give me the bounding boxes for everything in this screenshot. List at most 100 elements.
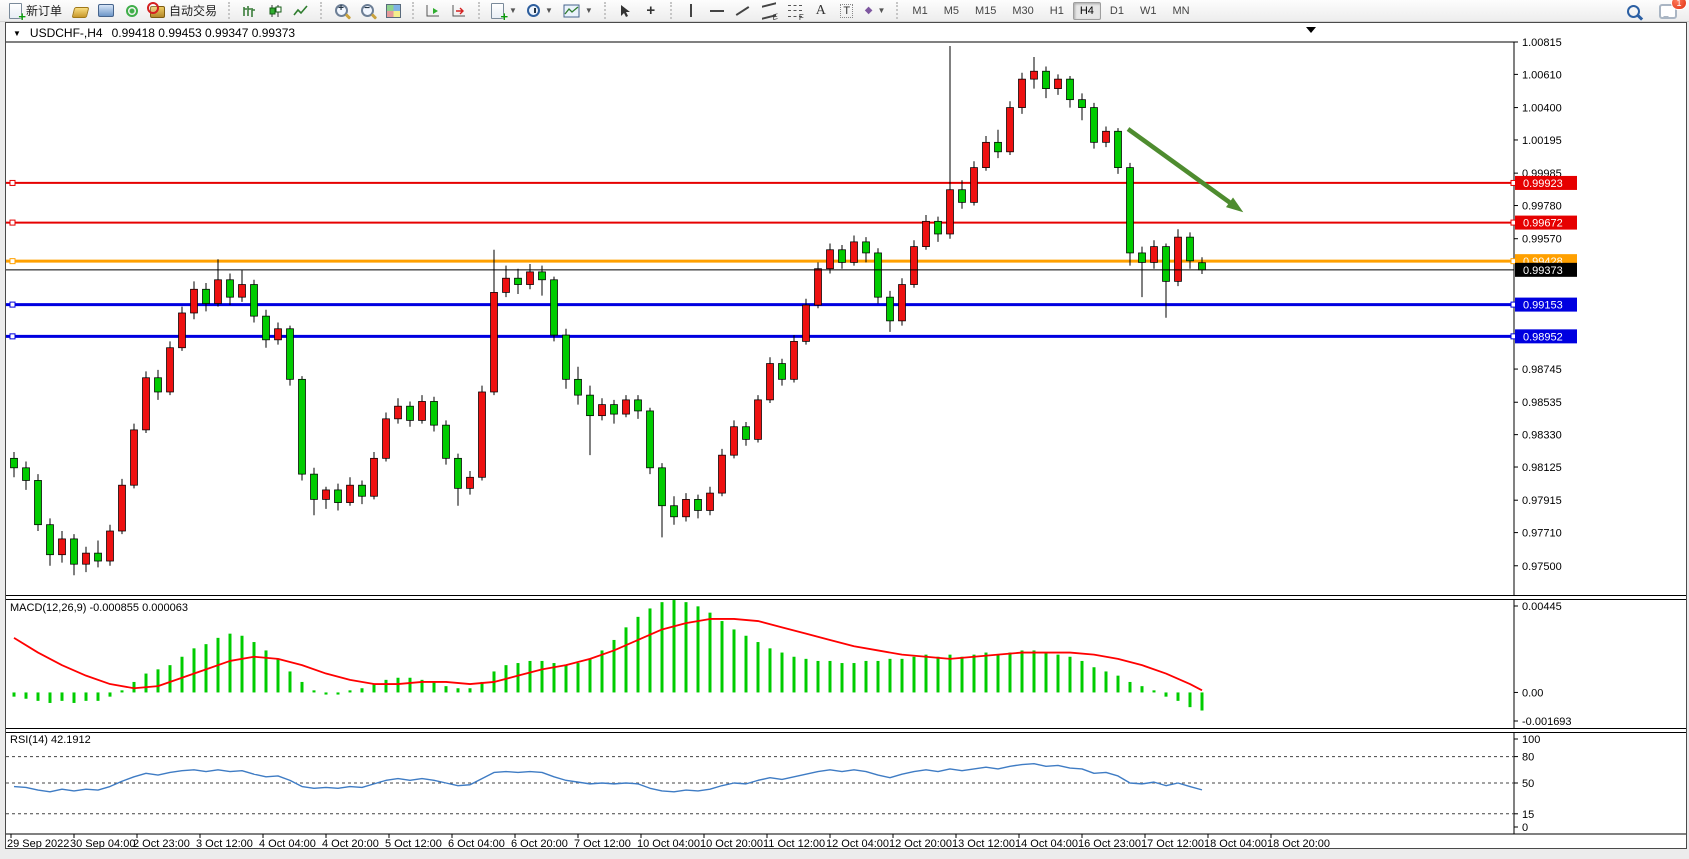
terminal-button[interactable]: [94, 1, 118, 21]
macd-bar: [1152, 690, 1156, 693]
macd-bar: [468, 688, 472, 693]
chart-shift-icon: [452, 4, 466, 16]
axis-label: 0.99780: [1522, 201, 1562, 213]
candle-body: [670, 505, 678, 518]
hline-anchor[interactable]: [9, 258, 16, 265]
macd-bar: [708, 612, 712, 693]
horizontal-line-button[interactable]: [705, 1, 729, 21]
indicators-button[interactable]: ▼: [559, 1, 597, 21]
macd-bar: [96, 692, 100, 701]
candle-body: [370, 457, 378, 497]
macd-bar: [960, 656, 964, 693]
search-button[interactable]: [1621, 1, 1645, 21]
axis-label: 0.99153: [1523, 300, 1563, 312]
macd-bar: [1188, 692, 1192, 708]
macd-bar: [84, 692, 88, 701]
timeframe-h1-button[interactable]: H1: [1043, 2, 1071, 20]
cursor-icon: [621, 4, 631, 17]
candle-body: [970, 167, 978, 203]
timeframe-m1-button[interactable]: M1: [905, 2, 934, 20]
arrows-button[interactable]: ◆ ▼: [861, 1, 890, 21]
candle-body: [22, 467, 30, 481]
candle-body: [382, 418, 390, 459]
crosshair-button[interactable]: +: [639, 1, 663, 21]
pane-splitter-rsi[interactable]: [6, 728, 1686, 733]
axis-label: 16 Oct 23:00: [1078, 838, 1141, 848]
axis-label: 4 Oct 20:00: [322, 838, 379, 848]
price-axis[interactable]: [1514, 42, 1686, 834]
candle-body: [1138, 252, 1146, 263]
signals-button[interactable]: [120, 1, 144, 21]
zoom-out-button[interactable]: −: [355, 1, 379, 21]
candle-body: [718, 454, 726, 494]
chart-shift-marker[interactable]: [1306, 27, 1316, 33]
candle-body: [454, 457, 462, 489]
macd-bar: [276, 658, 280, 693]
autotrading-button[interactable]: 自动交易: [146, 1, 221, 21]
pane-splitter-macd[interactable]: [6, 595, 1686, 600]
candle-body: [310, 473, 318, 500]
bar-chart-button[interactable]: [237, 1, 261, 21]
chart-collapse-icon[interactable]: ▼: [13, 28, 21, 38]
timeframe-m5-button[interactable]: M5: [937, 2, 966, 20]
chart-shift-button[interactable]: [447, 1, 471, 21]
timeframe-mn-button[interactable]: MN: [1165, 2, 1196, 20]
candle-body: [610, 404, 618, 415]
chart-title-bar: ▼ USDCHF-,H4 0.99418 0.99453 0.99347 0.9…: [13, 26, 302, 40]
macd-bar: [612, 639, 616, 693]
line-chart-button[interactable]: [289, 1, 313, 21]
time-axis[interactable]: [6, 834, 1514, 848]
auto-scroll-button[interactable]: [421, 1, 445, 21]
text-label-button[interactable]: T: [835, 1, 859, 21]
toolbar-separator: [896, 2, 899, 19]
macd-bar: [720, 621, 724, 693]
candlestick-chart-button[interactable]: [263, 1, 287, 21]
chart-window: ▼ USDCHF-,H4 0.99418 0.99453 0.99347 0.9…: [5, 22, 1687, 849]
macd-bar: [228, 633, 232, 693]
macd-bar: [324, 692, 328, 695]
macd-bar: [900, 658, 904, 693]
gold-button[interactable]: [68, 1, 92, 21]
text-label-icon: T: [840, 3, 854, 18]
signals-icon: [126, 4, 139, 17]
candle-body: [538, 271, 546, 281]
candle-body: [994, 141, 1002, 153]
macd-bar: [936, 656, 940, 693]
axis-label: 18 Oct 04:00: [1204, 838, 1267, 848]
timeframe-m15-button[interactable]: M15: [968, 2, 1003, 20]
axis-label: 1.00610: [1522, 69, 1562, 81]
axis-label: 4 Oct 04:00: [259, 838, 316, 848]
trend-arrow[interactable]: [1126, 127, 1238, 209]
new-order-label: 新订单: [26, 4, 63, 18]
candle-body: [850, 241, 858, 263]
candle-body: [406, 405, 414, 421]
hline-anchor[interactable]: [9, 301, 16, 308]
fibonacci-button[interactable]: [783, 1, 807, 22]
macd-bar: [948, 654, 952, 693]
timeframe-m30-button[interactable]: M30: [1005, 2, 1040, 20]
templates-button[interactable]: ▼: [487, 1, 521, 24]
axis-label: 100: [1522, 734, 1540, 746]
timeframe-h4-button[interactable]: H4: [1072, 1, 1101, 20]
equidistant-channel-button[interactable]: E: [757, 1, 781, 22]
chat-button[interactable]: 1: [1655, 0, 1687, 21]
axis-label: 29 Sep 2022: [7, 838, 69, 848]
trend-arrow-head[interactable]: [1226, 197, 1244, 213]
zoom-in-button[interactable]: +: [329, 1, 353, 21]
timeframe-w1-button[interactable]: W1: [1133, 2, 1164, 20]
periods-button[interactable]: ▼: [523, 1, 557, 21]
chart-canvas[interactable]: 1.008151.006101.004001.001950.999850.997…: [6, 23, 1686, 848]
vertical-line-button[interactable]: [679, 1, 703, 21]
hline-anchor[interactable]: [9, 333, 16, 340]
text-button[interactable]: A: [809, 1, 833, 21]
macd-bar: [864, 660, 868, 693]
cursor-button[interactable]: [613, 1, 637, 21]
new-order-button[interactable]: 新订单: [5, 1, 66, 24]
timeframe-d1-button[interactable]: D1: [1103, 2, 1131, 20]
tile-windows-button[interactable]: [381, 1, 405, 21]
hline-anchor[interactable]: [9, 179, 16, 186]
macd-bar: [396, 677, 400, 693]
hline-anchor[interactable]: [9, 219, 16, 226]
line-chart-icon: [293, 4, 308, 15]
trendline-button[interactable]: [731, 1, 755, 21]
